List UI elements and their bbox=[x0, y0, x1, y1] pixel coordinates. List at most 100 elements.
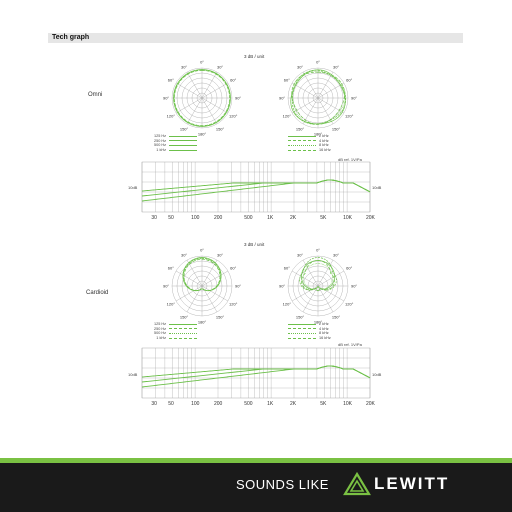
polar-angle-label: 60° bbox=[168, 266, 174, 271]
frequency-tick-label: 30 bbox=[151, 215, 157, 221]
fr-grid bbox=[141, 347, 371, 399]
polar-angle-label: 120° bbox=[345, 302, 354, 307]
polar-angle-label: 150° bbox=[180, 127, 189, 132]
polar-curve bbox=[183, 258, 221, 291]
frequency-tick-label: 2K bbox=[290, 401, 297, 407]
polar-angle-label: 150° bbox=[216, 127, 225, 132]
polar-angle-label: 90° bbox=[279, 284, 285, 289]
polar-angle-label: 60° bbox=[284, 78, 290, 83]
polar-curve bbox=[291, 69, 347, 125]
polar-angle-label: 30° bbox=[297, 252, 303, 257]
polar-angle-label: 150° bbox=[296, 315, 305, 320]
polar-curve bbox=[290, 69, 346, 125]
frequency-tick-label: 10K bbox=[343, 215, 353, 221]
fr-grid bbox=[141, 161, 371, 213]
section-header: Tech graph bbox=[48, 33, 463, 43]
polar-angle-label: 30° bbox=[181, 252, 187, 257]
legend-item: 2 kHz bbox=[288, 322, 338, 327]
polar-angle-label: 30° bbox=[297, 64, 303, 69]
frequency-tick-label: 50 bbox=[168, 401, 174, 407]
fr-reference-label: dB ref. 1V/Pa bbox=[338, 157, 362, 162]
legend-item: 1 kHz bbox=[150, 148, 197, 153]
brand-footer: SOUNDS LIKE LEWITT bbox=[0, 458, 512, 512]
polar-unit-label: 3 dB / unit bbox=[244, 242, 265, 247]
polar-angle-label: 120° bbox=[283, 114, 292, 119]
polar-angle-label: 120° bbox=[283, 302, 292, 307]
polar-plot-cardioid-high: 0° 30° 30° 60° 60° 90° 90° 120° 120° 150° 150° 180° bbox=[279, 248, 357, 325]
fr-scale-left: 10dB bbox=[128, 372, 138, 377]
polar-angle-label: 0° bbox=[316, 60, 320, 65]
polar-angle-label: 120° bbox=[345, 114, 354, 119]
frequency-tick-label: 1K bbox=[267, 401, 274, 407]
footer-brand: LEWITT bbox=[374, 474, 450, 493]
polar-angle-label: 60° bbox=[168, 78, 174, 83]
polar-angle-label: 180° bbox=[314, 320, 323, 325]
legend-item: 500 Hz bbox=[150, 331, 197, 336]
polar-angle-label: 180° bbox=[198, 132, 207, 137]
polar-angle-label: 150° bbox=[332, 127, 341, 132]
polar-angle-label: 90° bbox=[163, 284, 169, 289]
legend-item: 250 Hz bbox=[150, 327, 197, 332]
polar-angle-label: 30° bbox=[333, 252, 339, 257]
polar-grid bbox=[287, 255, 349, 317]
fr-curve bbox=[141, 179, 371, 193]
fr-scale-left: 10dB bbox=[128, 185, 138, 190]
polar-curve bbox=[301, 260, 335, 291]
frequency-tick-label: 30 bbox=[151, 401, 157, 407]
legend-item: 1 kHz bbox=[150, 336, 197, 341]
frequency-tick-label: 50 bbox=[168, 215, 174, 221]
lewitt-logo-icon bbox=[343, 471, 371, 496]
polar-angle-label: 180° bbox=[314, 132, 323, 137]
polar-angle-label: 90° bbox=[163, 96, 169, 101]
fr-scale-right: 10dB bbox=[372, 185, 382, 190]
polar-angle-label: 30° bbox=[217, 252, 223, 257]
frequency-tick-label: 500 bbox=[244, 401, 253, 407]
fr-scale-right: 10dB bbox=[372, 372, 382, 377]
polar-angle-label: 30° bbox=[217, 64, 223, 69]
polar-angle-label: 90° bbox=[351, 96, 357, 101]
polar-angle-label: 60° bbox=[346, 266, 352, 271]
polar-angle-label: 90° bbox=[235, 284, 241, 289]
accent-stripe bbox=[0, 458, 512, 463]
legend-item: 125 Hz bbox=[150, 134, 197, 139]
polar-angle-label: 60° bbox=[230, 266, 236, 271]
frequency-tick-label: 20K bbox=[366, 401, 375, 407]
legend-item: 8 kHz bbox=[288, 143, 338, 148]
polar-curve bbox=[292, 70, 346, 125]
polar-grid bbox=[171, 255, 233, 317]
legend-item: 125 Hz bbox=[150, 322, 197, 327]
fr-curve bbox=[141, 365, 371, 388]
legend-item: 16 kHz bbox=[288, 336, 338, 341]
polar-angle-label: 0° bbox=[200, 60, 204, 65]
polar-grid bbox=[287, 67, 349, 129]
frequency-tick-label: 100 bbox=[191, 215, 200, 221]
polar-angle-label: 30° bbox=[181, 64, 187, 69]
frequency-tick-label: 5K bbox=[320, 215, 327, 221]
fr-curve bbox=[141, 365, 371, 379]
frequency-tick-label: 20K bbox=[366, 215, 375, 221]
polar-angle-label: 150° bbox=[296, 127, 305, 132]
legend-item: 500 Hz bbox=[150, 143, 197, 148]
polar-angle-label: 120° bbox=[229, 114, 238, 119]
polar-angle-label: 60° bbox=[230, 78, 236, 83]
frequency-response-cardioid bbox=[141, 347, 371, 399]
legend-item: 2 kHz bbox=[288, 134, 338, 139]
polar-angle-label: 120° bbox=[229, 302, 238, 307]
polar-angle-label: 150° bbox=[180, 315, 189, 320]
frequency-tick-label: 200 bbox=[214, 401, 223, 407]
legend-high: 2 kHz 4 kHz 8 kHz 16 kHz bbox=[288, 134, 338, 152]
polar-angle-label: 90° bbox=[279, 96, 285, 101]
polar-plot-cardioid-low: 0° 30° 30° 60° 60° 90° 90° 120° 120° 150° 150° 180° bbox=[163, 248, 241, 325]
polar-plot-omni-high: 0° 30° 30° 60° 60° 90° 90° 120° 120° 150° 150° 180° bbox=[279, 60, 357, 137]
legend-high: 2 kHz 4 kHz 8 kHz 16 kHz bbox=[288, 322, 338, 340]
polar-angle-label: 0° bbox=[200, 248, 204, 253]
frequency-tick-label: 500 bbox=[244, 215, 253, 221]
pattern-label: Omni bbox=[88, 92, 103, 98]
frequency-response-omni bbox=[141, 161, 371, 213]
section-title: Tech graph bbox=[52, 34, 90, 41]
frequency-tick-label: 10K bbox=[343, 401, 353, 407]
polar-angle-label: 30° bbox=[333, 64, 339, 69]
polar-angle-label: 60° bbox=[284, 266, 290, 271]
legend-item: 8 kHz bbox=[288, 331, 338, 336]
frequency-tick-label: 5K bbox=[320, 401, 327, 407]
